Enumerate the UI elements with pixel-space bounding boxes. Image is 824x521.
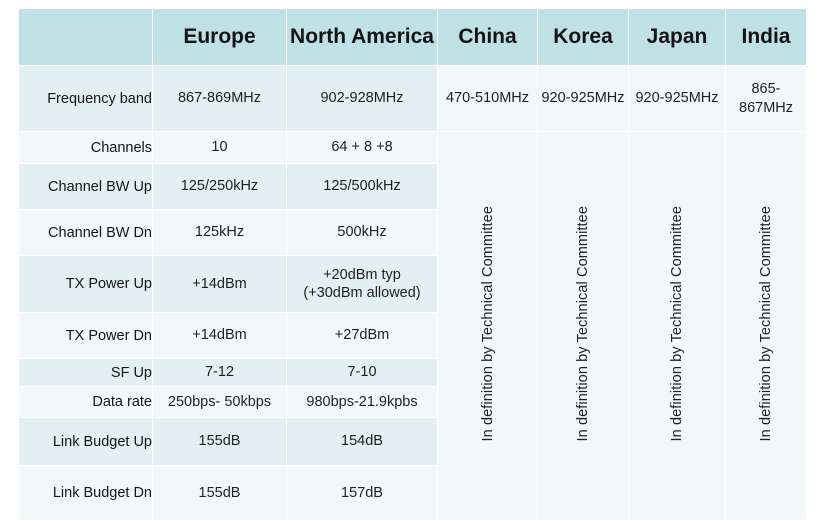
table-row: Channels 10 64 + 8 +8 In definition by T… <box>18 131 807 521</box>
cell-channel-bw-up-north-america: 125/500kHz <box>286 163 438 210</box>
merged-note-text-china: In definition by Technical Committee <box>479 205 496 442</box>
cell-merged-note-china: In definition by Technical Committee <box>437 131 538 521</box>
cell-frequency-band-japan: 920-925MHz <box>628 65 726 132</box>
table-row: Channel BW Up 125/250kHz 125/500kHz <box>18 163 807 210</box>
cell-link-budget-up-europe: 155dB <box>152 417 287 466</box>
cell-tx-power-up-north-america: +20dBm typ (+30dBm allowed) <box>286 255 438 313</box>
cell-channel-bw-up-europe: 125/250kHz <box>152 163 287 210</box>
cell-merged-note-japan: In definition by Technical Committee <box>628 131 726 521</box>
table-body: Frequency band 867-869MHz 902-928MHz 470… <box>18 65 807 521</box>
row-label-channel-bw-up: Channel BW Up <box>18 163 153 210</box>
spec-table-container: Europe North America China Korea Japan I… <box>18 8 807 521</box>
table-row: Channel BW Dn 125kHz 500kHz <box>18 209 807 256</box>
row-label-tx-power-dn: TX Power Dn <box>18 312 153 359</box>
row-label-link-budget-up: Link Budget Up <box>18 417 153 466</box>
header-cell-india: India <box>725 8 807 66</box>
row-label-channel-bw-dn: Channel BW Dn <box>18 209 153 256</box>
row-label-sf-up: SF Up <box>18 358 153 387</box>
cell-channels-europe: 10 <box>152 131 287 164</box>
cell-data-rate-north-america: 980bps-21.9kpbs <box>286 386 438 418</box>
cell-frequency-band-europe: 867-869MHz <box>152 65 287 132</box>
cell-frequency-band-india: 865-867MHz <box>725 65 807 132</box>
header-cell-japan: Japan <box>628 8 726 66</box>
header-cell-korea: Korea <box>537 8 629 66</box>
header-cell-china: China <box>437 8 538 66</box>
table-row: Data rate 250bps- 50kbps 980bps-21.9kpbs <box>18 386 807 418</box>
cell-channel-bw-dn-europe: 125kHz <box>152 209 287 256</box>
cell-merged-note-india: In definition by Technical Committee <box>725 131 807 521</box>
header-cell-europe: Europe <box>152 8 287 66</box>
header-row: Europe North America China Korea Japan I… <box>18 8 807 66</box>
table-row: TX Power Up +14dBm +20dBm typ (+30dBm al… <box>18 255 807 313</box>
table-row: Link Budget Up 155dB 154dB <box>18 417 807 466</box>
row-label-channels: Channels <box>18 131 153 164</box>
cell-channel-bw-dn-north-america: 500kHz <box>286 209 438 256</box>
cell-link-budget-dn-north-america: 157dB <box>286 465 438 521</box>
regional-lorawan-spec-table: Europe North America China Korea Japan I… <box>18 8 807 521</box>
cell-link-budget-dn-europe: 155dB <box>152 465 287 521</box>
cell-data-rate-europe: 250bps- 50kbps <box>152 386 287 418</box>
row-label-data-rate: Data rate <box>18 386 153 418</box>
row-label-frequency-band: Frequency band <box>18 65 153 132</box>
cell-channels-north-america: 64 + 8 +8 <box>286 131 438 164</box>
merged-note-text-korea: In definition by Technical Committee <box>575 205 591 442</box>
table-row: Link Budget Dn 155dB 157dB <box>18 465 807 521</box>
cell-sf-up-north-america: 7-10 <box>286 358 438 387</box>
table-row: SF Up 7-12 7-10 <box>18 358 807 387</box>
cell-frequency-band-korea: 920-925MHz <box>537 65 629 132</box>
cell-merged-note-korea: In definition by Technical Committee <box>537 131 629 521</box>
cell-sf-up-europe: 7-12 <box>152 358 287 387</box>
row-label-link-budget-dn: Link Budget Dn <box>18 465 153 521</box>
cell-tx-power-dn-europe: +14dBm <box>152 312 287 359</box>
cell-link-budget-up-north-america: 154dB <box>286 417 438 466</box>
table-row: TX Power Dn +14dBm +27dBm <box>18 312 807 359</box>
row-label-tx-power-up: TX Power Up <box>18 255 153 313</box>
cell-tx-power-up-europe: +14dBm <box>152 255 287 313</box>
merged-note-text-japan: In definition by Technical Committee <box>669 205 685 442</box>
cell-tx-power-dn-north-america: +27dBm <box>286 312 438 359</box>
table-header: Europe North America China Korea Japan I… <box>18 8 807 66</box>
cell-frequency-band-china: 470-510MHz <box>437 65 538 132</box>
merged-note-text-india: In definition by Technical Committee <box>758 205 774 442</box>
header-cell-blank <box>18 8 153 66</box>
header-cell-north-america: North America <box>286 8 438 66</box>
table-row: Frequency band 867-869MHz 902-928MHz 470… <box>18 65 807 132</box>
cell-frequency-band-north-america: 902-928MHz <box>286 65 438 132</box>
